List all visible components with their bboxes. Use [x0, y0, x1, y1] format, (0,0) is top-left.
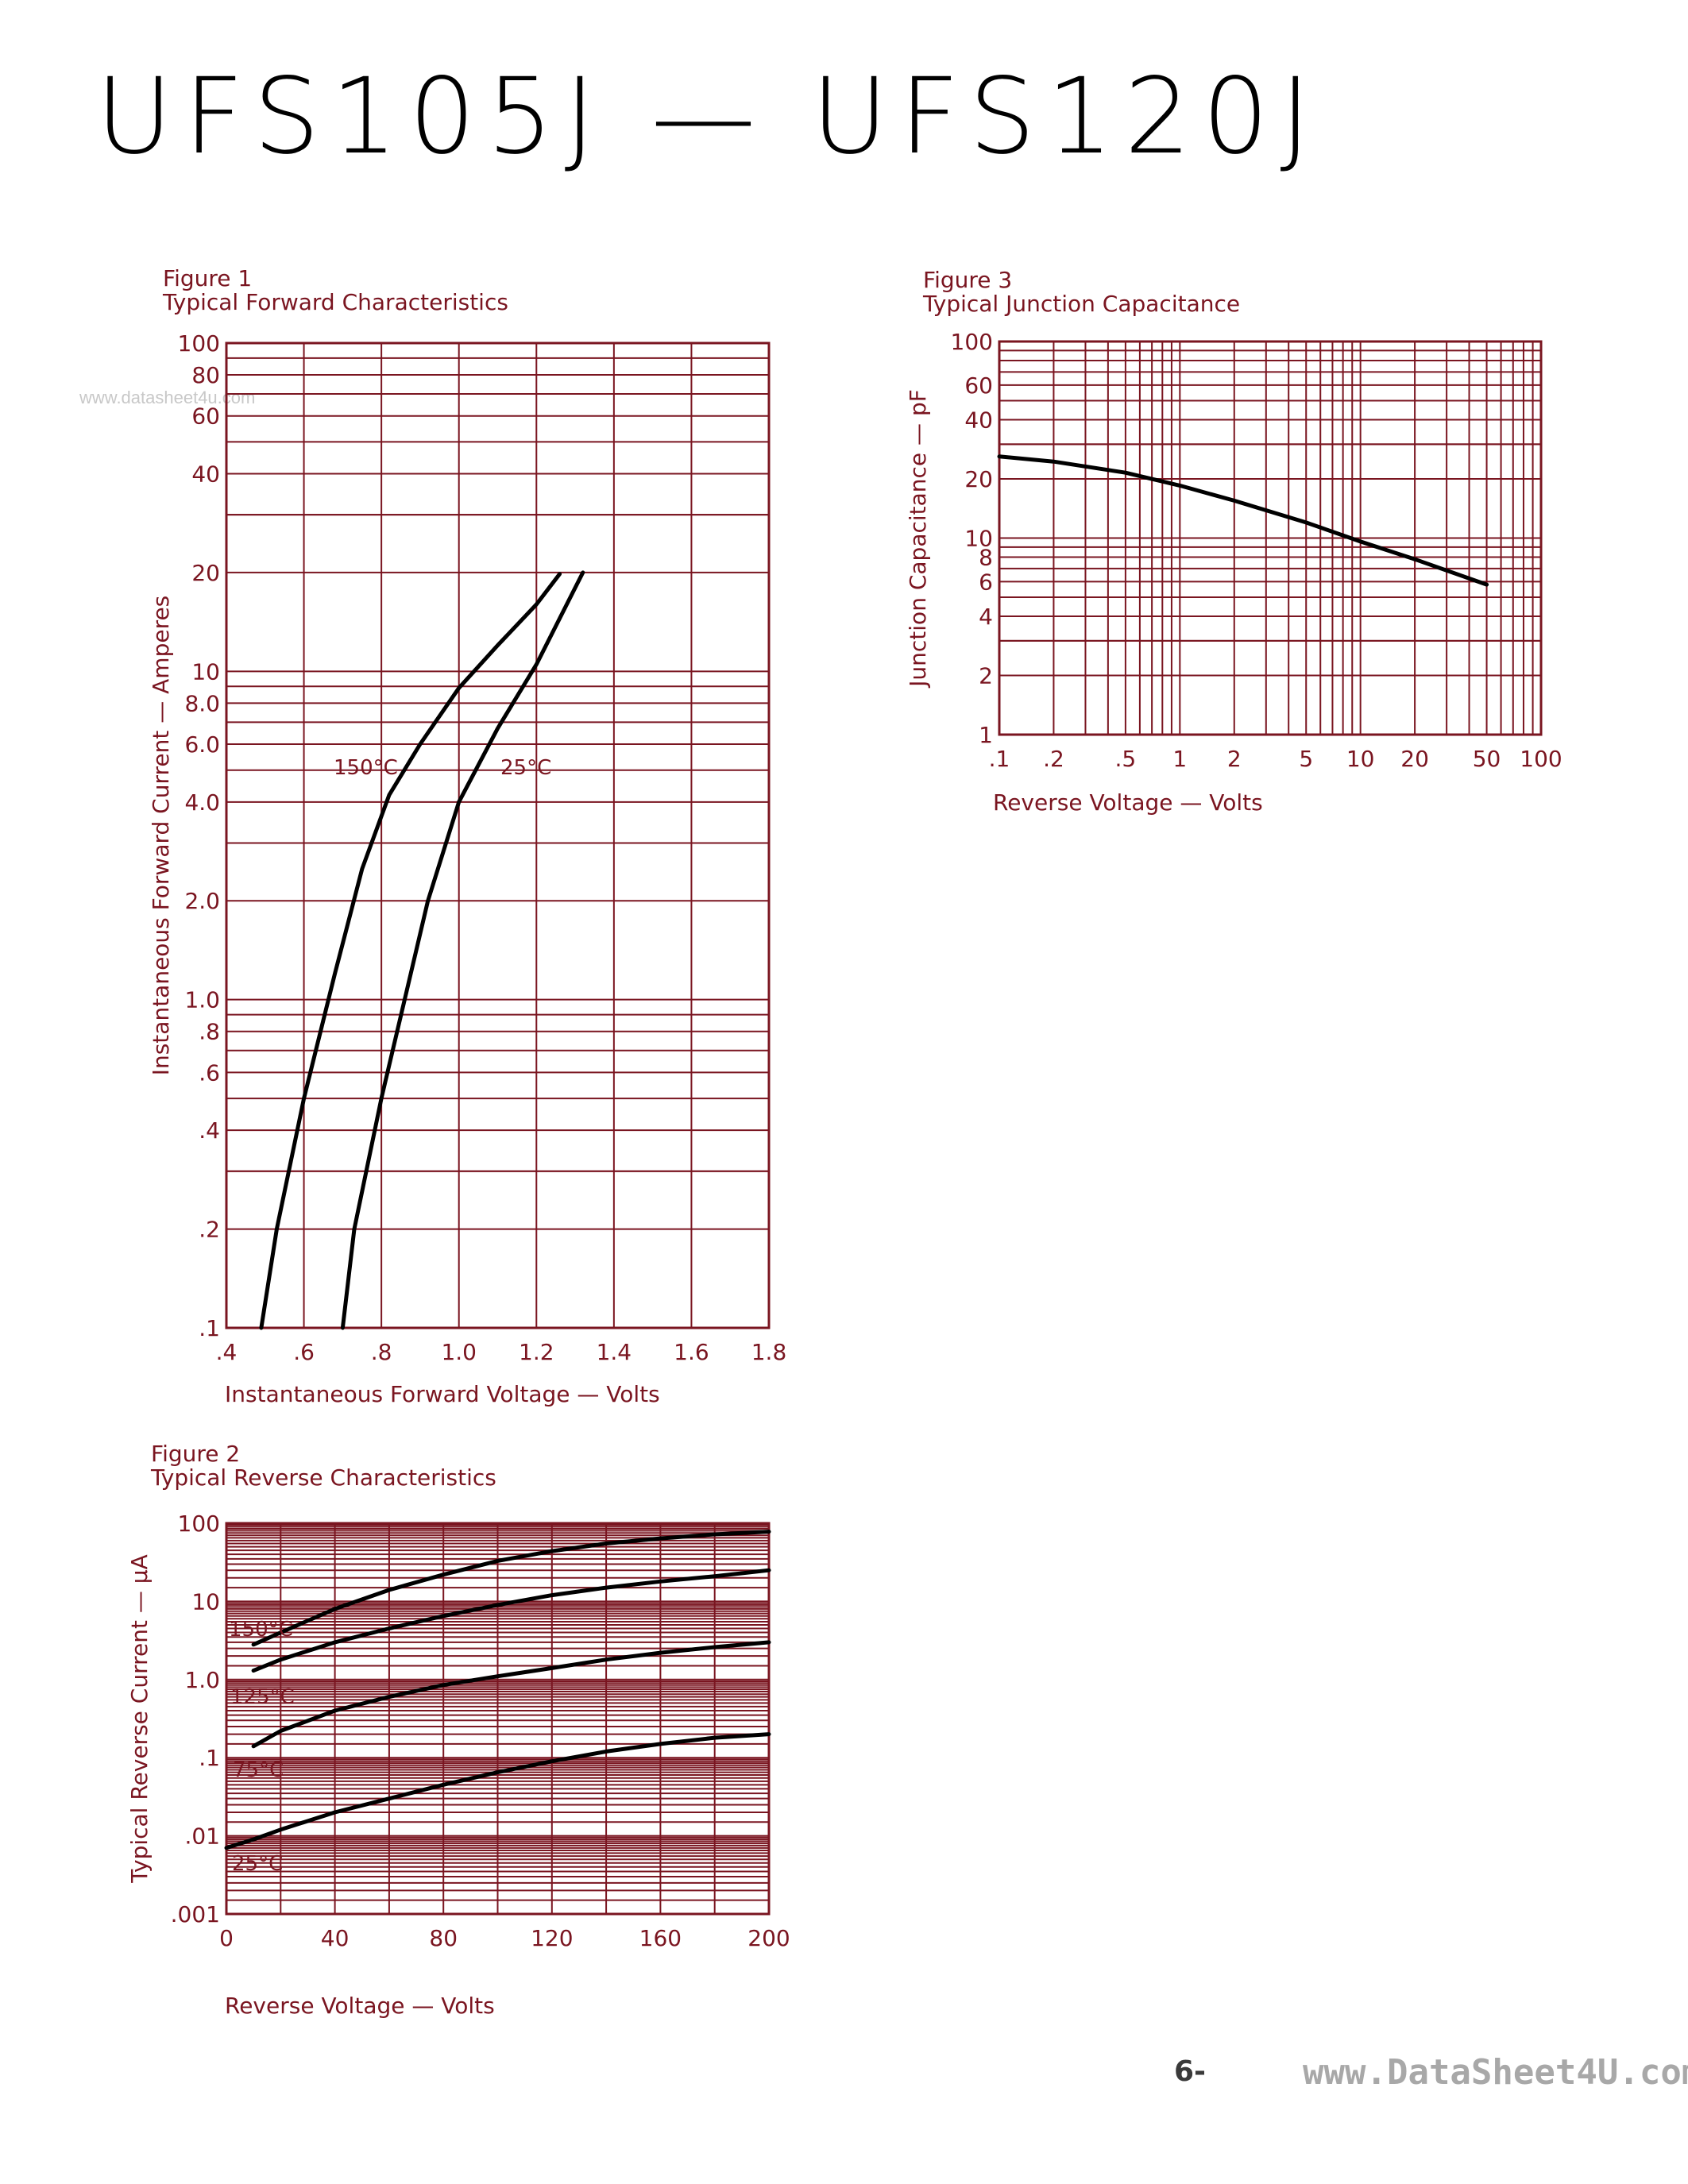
y-tick-label: .1 [199, 1745, 220, 1771]
y-tick-label: 4 [979, 604, 993, 630]
x-tick-label: 200 [747, 1925, 790, 1951]
y-tick-label: .8 [199, 1019, 220, 1045]
y-tick-label: 6.0 [184, 731, 220, 758]
x-tick-label: 1.8 [751, 1339, 787, 1365]
x-tick-label: 10 [1346, 746, 1375, 772]
y-tick-label: 100 [178, 330, 220, 357]
series-line [340, 570, 585, 1330]
y-tick-label: .1 [199, 1315, 220, 1341]
plot-frame [225, 341, 771, 1329]
plot-frame [998, 340, 1543, 736]
x-tick-label: 5 [1299, 746, 1313, 772]
y-tick-label: 1 [979, 722, 993, 748]
y-tick-label: 60 [964, 372, 993, 399]
y-tick-label: .01 [184, 1823, 220, 1850]
x-tick-label: 0 [219, 1925, 234, 1951]
x-tick-label: 120 [531, 1925, 573, 1951]
x-axis-label: Instantaneous Forward Voltage — Volts [225, 1381, 660, 1407]
y-tick-label: 2 [979, 662, 993, 689]
y-axis-label: Typical Reverse Current — μA [126, 1554, 153, 1883]
series-label: 150°C [229, 1618, 293, 1642]
y-tick-label: 10 [964, 526, 993, 552]
x-axis-label: Reverse Voltage — Volts [225, 1993, 495, 2019]
figure-label: Figure 3 [923, 267, 1012, 293]
x-tick-label: 2 [1227, 746, 1242, 772]
x-tick-label: .5 [1115, 746, 1137, 772]
page-number: 6- [1174, 2055, 1206, 2088]
footer-watermark: www.DataSheet4U.com [1303, 2052, 1688, 2093]
y-tick-label: 100 [951, 329, 993, 355]
y-tick-label: .6 [199, 1059, 220, 1086]
series-line [224, 1732, 771, 1850]
y-tick-label: .4 [199, 1117, 220, 1144]
x-tick-label: .6 [293, 1339, 315, 1365]
figure-label: Figure 2 [151, 1441, 240, 1467]
series-label: 25°C [232, 1852, 283, 1876]
x-tick-label: 50 [1473, 746, 1501, 772]
series-line [251, 1568, 771, 1673]
y-tick-label: 8.0 [184, 690, 220, 716]
x-tick-label: .4 [216, 1339, 238, 1365]
x-tick-label: 40 [321, 1925, 350, 1951]
x-tick-label: 1.2 [519, 1339, 554, 1365]
y-tick-label: 80 [191, 362, 220, 388]
y-tick-label: .2 [199, 1217, 220, 1243]
y-tick-label: 8 [979, 544, 993, 570]
chart-title: Typical Junction Capacitance [922, 291, 1240, 317]
y-axis-label: Junction Capacitance — pF [905, 389, 931, 689]
x-tick-label: .1 [989, 746, 1010, 772]
y-tick-label: 1.0 [184, 987, 220, 1013]
x-tick-label: 100 [1520, 746, 1562, 772]
y-tick-label: 40 [191, 461, 220, 487]
series-label: 75°C [233, 1758, 284, 1782]
page-title: UFS105J — UFS120J [95, 56, 1323, 178]
x-tick-label: 20 [1400, 746, 1429, 772]
y-tick-label: 100 [178, 1511, 220, 1537]
y-tick-label: 10 [191, 1588, 220, 1615]
chart-title: Typical Reverse Characteristics [150, 1464, 496, 1491]
y-tick-label: 10 [191, 658, 220, 685]
series-line [251, 1530, 771, 1647]
series-label: 125°C [230, 1685, 295, 1709]
x-axis-label: Reverse Voltage — Volts [993, 789, 1263, 816]
series-label: 25°C [500, 756, 551, 780]
y-tick-label: 40 [964, 407, 993, 433]
y-tick-label: 4.0 [184, 789, 220, 816]
x-tick-label: .2 [1043, 746, 1064, 772]
series-line [997, 454, 1489, 587]
y-tick-label: .001 [171, 1901, 220, 1927]
y-tick-label: 60 [191, 403, 220, 430]
y-tick-label: 2.0 [184, 888, 220, 914]
y-tick-label: 6 [979, 569, 993, 595]
x-tick-label: 1.6 [674, 1339, 709, 1365]
chart-title: Typical Forward Characteristics [162, 289, 508, 315]
y-axis-label: Instantaneous Forward Current — Amperes [148, 596, 174, 1076]
plot-frame [225, 1522, 771, 1916]
x-tick-label: 80 [429, 1925, 458, 1951]
series-label: 150°C [334, 756, 398, 780]
x-tick-label: 1.0 [441, 1339, 477, 1365]
x-tick-label: 160 [639, 1925, 682, 1951]
series-line [259, 572, 562, 1330]
x-tick-label: 1 [1172, 746, 1187, 772]
series-line [251, 1640, 771, 1749]
figure-label: Figure 1 [163, 265, 252, 291]
x-tick-label: .8 [371, 1339, 392, 1365]
y-tick-label: 20 [964, 466, 993, 492]
y-tick-label: 1.0 [184, 1667, 220, 1693]
x-tick-label: 1.4 [597, 1339, 632, 1365]
y-tick-label: 20 [191, 560, 220, 586]
